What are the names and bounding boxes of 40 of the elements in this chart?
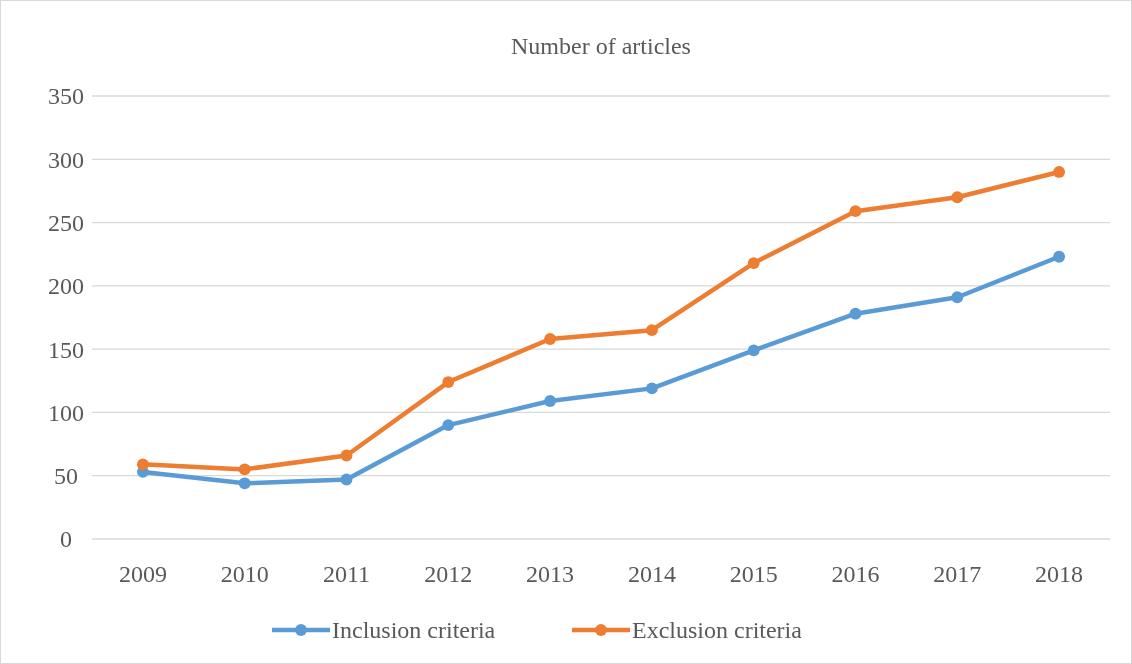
chart-title: Number of articles bbox=[511, 33, 691, 59]
legend-label: Exclusion criteria bbox=[632, 617, 803, 644]
y-tick-label: 200 bbox=[48, 273, 84, 300]
point bbox=[136, 458, 149, 471]
x-tick-label: 2009 bbox=[118, 561, 167, 587]
y-tick-label: 50 bbox=[54, 463, 78, 490]
legend-label: Inclusion criteria bbox=[332, 617, 496, 644]
x-tick-label: 2012 bbox=[424, 561, 473, 587]
x-tick-label: 2016 bbox=[831, 561, 880, 587]
point bbox=[340, 473, 353, 486]
y-tick-label: 150 bbox=[48, 336, 84, 363]
x-tick-label: 2015 bbox=[729, 561, 778, 587]
point bbox=[849, 205, 862, 218]
x-tick-label: 2014 bbox=[627, 561, 676, 587]
point bbox=[849, 307, 862, 320]
point bbox=[340, 449, 353, 462]
point bbox=[238, 477, 251, 490]
point bbox=[1053, 250, 1066, 263]
point bbox=[442, 419, 455, 431]
x-tick-label: 2018 bbox=[1035, 561, 1084, 587]
x-tick-label: 2013 bbox=[526, 561, 575, 587]
point bbox=[747, 344, 760, 357]
y-tick-label: 350 bbox=[48, 83, 84, 110]
x-tick-label: 2011 bbox=[322, 561, 371, 587]
y-tick-label: 300 bbox=[48, 146, 84, 173]
y-tick-label: 0 bbox=[60, 526, 72, 553]
point bbox=[747, 257, 760, 269]
point bbox=[544, 333, 557, 345]
y-tick-label: 100 bbox=[48, 399, 84, 426]
x-tick-label: 2017 bbox=[933, 561, 982, 587]
point bbox=[951, 291, 964, 304]
point bbox=[645, 382, 658, 395]
point bbox=[1053, 166, 1066, 178]
point bbox=[645, 324, 658, 337]
point bbox=[544, 395, 557, 407]
x-tick-label: 2010 bbox=[220, 561, 269, 587]
y-tick-label: 250 bbox=[48, 209, 84, 236]
point bbox=[442, 376, 455, 388]
point bbox=[238, 463, 251, 476]
point bbox=[951, 191, 964, 204]
